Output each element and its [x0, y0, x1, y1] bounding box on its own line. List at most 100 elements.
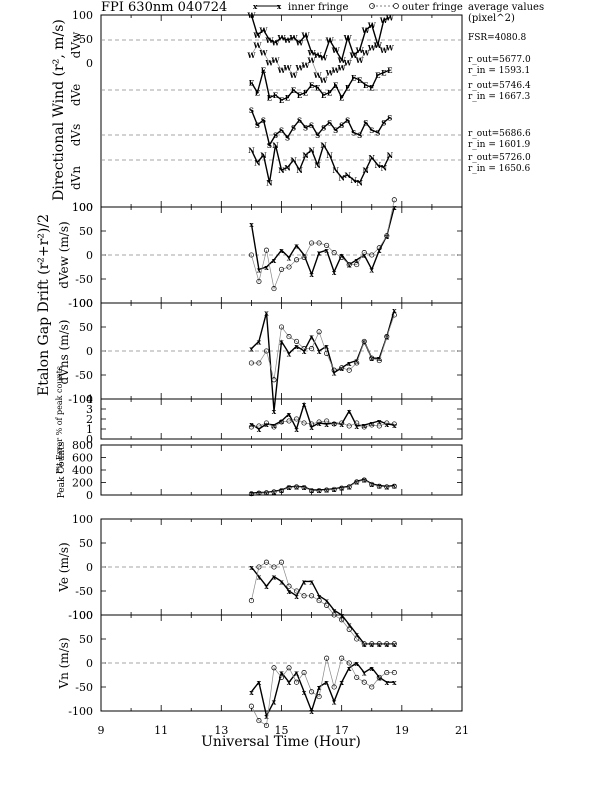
data-marker: x — [309, 423, 314, 432]
data-marker — [324, 418, 330, 424]
data-marker: W — [295, 39, 304, 48]
data-marker — [361, 424, 367, 430]
data-marker: W — [337, 64, 346, 73]
data-marker: W — [259, 26, 268, 35]
data-marker — [278, 674, 285, 680]
data-marker — [248, 598, 254, 604]
data-marker — [271, 564, 277, 570]
data-marker — [248, 252, 254, 258]
data-marker: E — [315, 84, 320, 93]
data-marker: x — [279, 337, 284, 346]
data-marker: x — [294, 241, 299, 250]
data-marker: E — [279, 96, 284, 105]
data-marker: x — [279, 417, 284, 426]
data-marker: N — [260, 151, 267, 160]
data-marker: S — [267, 141, 272, 150]
data-marker — [376, 674, 382, 680]
data-marker: N — [320, 141, 327, 150]
data-marker — [286, 334, 292, 340]
data-marker — [278, 419, 285, 425]
data-marker: S — [345, 116, 350, 125]
data-marker: S — [333, 126, 338, 135]
data-marker: x — [325, 246, 330, 255]
data-marker: N — [266, 179, 273, 188]
data-marker: S — [327, 119, 332, 128]
data-marker: W — [252, 31, 261, 40]
data-marker: E — [285, 94, 290, 103]
y-axis-labels: Directional Wind (r², m/s) dVw dVe dVs d… — [36, 19, 83, 689]
r-out-2: r_out=5746.4 — [468, 81, 531, 91]
y-tick-label: 2 — [86, 413, 93, 426]
data-marker: W — [271, 39, 280, 48]
data-marker: W — [385, 14, 394, 23]
data-marker — [369, 252, 375, 258]
data-marker: W — [355, 46, 364, 55]
x-axis-ticks: 9 11 13 15 17 19 21 — [98, 724, 470, 737]
y-tick-label: 200 — [72, 477, 93, 490]
data-marker: W — [337, 56, 346, 65]
r-in-2: r_in = 1667.3 — [468, 92, 531, 102]
data-marker: x — [294, 669, 299, 678]
data-marker: x — [257, 337, 262, 346]
data-marker: x — [287, 678, 292, 687]
data-marker: x — [362, 669, 367, 678]
data-marker: N — [350, 176, 357, 185]
y-tick-label: 400 — [72, 464, 93, 477]
data-marker: x — [385, 420, 390, 429]
data-marker: W — [283, 64, 292, 73]
data-marker — [376, 483, 382, 489]
data-marker — [361, 477, 367, 483]
data-marker: E — [333, 81, 338, 90]
data-marker: x — [309, 270, 314, 279]
data-marker: x — [385, 640, 390, 649]
data-marker: E — [267, 94, 272, 103]
data-marker — [316, 329, 322, 335]
data-marker — [369, 481, 375, 487]
data-marker: x — [287, 349, 292, 358]
data-marker: x — [340, 678, 345, 687]
data-marker: x — [377, 417, 382, 426]
data-marker: x — [347, 261, 352, 270]
data-marker: W — [289, 71, 298, 80]
data-marker: E — [273, 91, 278, 100]
data-marker: W — [246, 51, 255, 60]
data-marker: x — [264, 582, 269, 591]
y-tick-label: 100 — [72, 609, 93, 622]
data-marker — [331, 684, 337, 690]
data-marker: W — [271, 56, 280, 65]
dynamic-y-ticks — [100, 15, 463, 711]
y-tick-label: 600 — [72, 452, 93, 465]
data-marker — [248, 491, 254, 497]
data-marker: W — [325, 69, 334, 78]
data-marker — [339, 365, 345, 371]
series-line — [251, 44, 390, 81]
data-marker — [361, 679, 367, 685]
data-marker — [384, 670, 390, 676]
data-marker: N — [308, 146, 315, 155]
data-marker: x — [325, 678, 330, 687]
data-marker: S — [339, 121, 344, 130]
y-tick-label: 50 — [79, 633, 93, 646]
y-tick-label: 0 — [86, 249, 93, 262]
data-marker — [293, 484, 300, 490]
data-marker: x — [370, 419, 375, 428]
data-marker: E — [261, 66, 266, 75]
series-line — [250, 206, 395, 277]
data-marker: x — [340, 611, 345, 620]
data-marker — [263, 420, 270, 426]
data-marker: N — [357, 179, 364, 188]
data-marker: x — [370, 640, 375, 649]
data-marker: x — [355, 256, 360, 265]
data-marker: x — [355, 630, 360, 639]
chart-title: FPI 630nm 040724 — [101, 0, 227, 15]
data-marker: x — [325, 342, 330, 351]
data-marker: N — [363, 166, 370, 175]
data-marker: x — [249, 563, 254, 572]
wind-tick-0: 0 — [86, 57, 93, 70]
data-marker: E — [297, 91, 302, 100]
series-line — [250, 662, 395, 718]
